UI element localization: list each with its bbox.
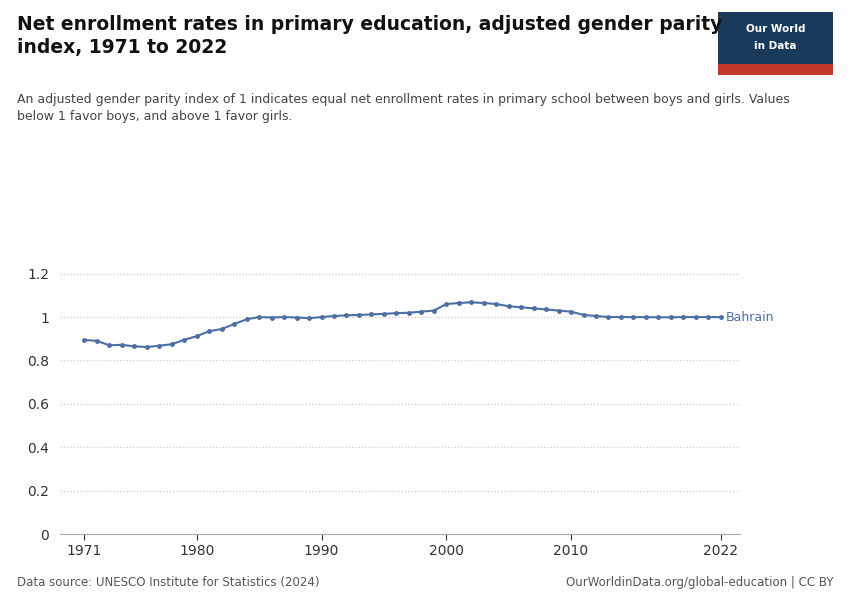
Text: An adjusted gender parity index of 1 indicates equal net enrollment rates in pri: An adjusted gender parity index of 1 ind… bbox=[17, 93, 790, 123]
Text: in Data: in Data bbox=[755, 41, 796, 51]
Text: Our World: Our World bbox=[746, 24, 805, 34]
Text: Bahrain: Bahrain bbox=[726, 311, 774, 323]
FancyBboxPatch shape bbox=[718, 12, 833, 75]
Text: OurWorldinData.org/global-education | CC BY: OurWorldinData.org/global-education | CC… bbox=[565, 576, 833, 589]
Text: Net enrollment rates in primary education, adjusted gender parity
index, 1971 to: Net enrollment rates in primary educatio… bbox=[17, 15, 722, 58]
Text: Data source: UNESCO Institute for Statistics (2024): Data source: UNESCO Institute for Statis… bbox=[17, 576, 320, 589]
FancyBboxPatch shape bbox=[718, 64, 833, 75]
